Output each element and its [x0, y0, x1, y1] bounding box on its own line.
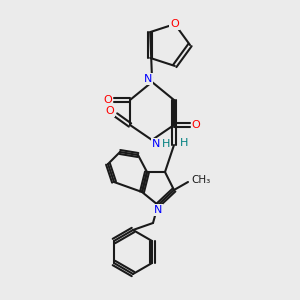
Text: N: N: [152, 139, 160, 149]
Text: O: O: [170, 19, 179, 29]
Text: CH₃: CH₃: [191, 175, 210, 185]
Text: N: N: [144, 74, 152, 84]
Text: H: H: [162, 139, 170, 149]
Text: O: O: [106, 106, 114, 116]
Text: N: N: [154, 205, 162, 215]
Text: O: O: [103, 95, 112, 105]
Text: O: O: [192, 120, 200, 130]
Text: H: H: [180, 138, 188, 148]
